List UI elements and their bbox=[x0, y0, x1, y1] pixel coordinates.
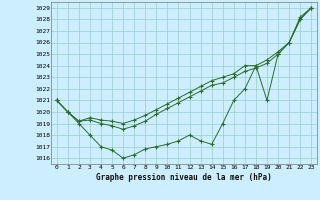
X-axis label: Graphe pression niveau de la mer (hPa): Graphe pression niveau de la mer (hPa) bbox=[96, 173, 272, 182]
